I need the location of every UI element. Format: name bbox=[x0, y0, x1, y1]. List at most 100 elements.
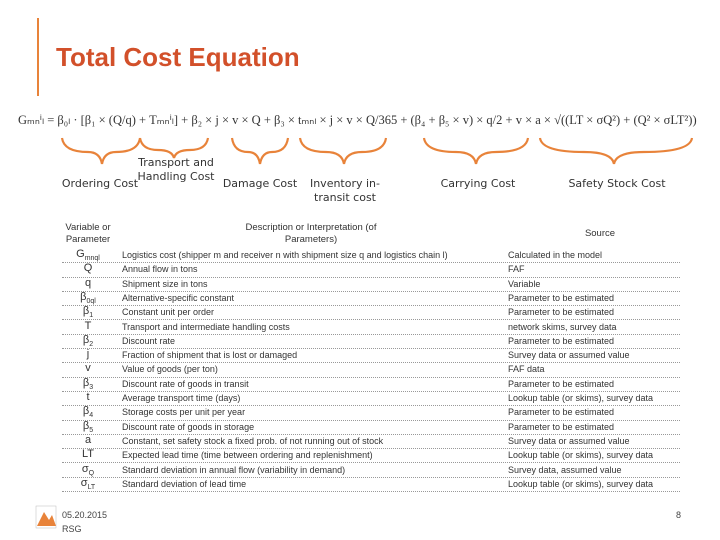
component-label: Ordering Cost bbox=[61, 177, 139, 190]
variable-symbol: j bbox=[86, 348, 90, 361]
variable-subscript: 5 bbox=[89, 426, 94, 434]
source: Parameter to be estimated bbox=[508, 407, 615, 418]
source: Parameter to be estimated bbox=[508, 292, 615, 303]
description: Discount rate of goods in storage bbox=[122, 421, 255, 432]
variable: t bbox=[62, 391, 114, 403]
variable-symbol: G bbox=[76, 248, 85, 260]
description: Logistics cost (shipper m and receiver n… bbox=[122, 250, 448, 260]
variable-symbol: β bbox=[80, 290, 87, 303]
table-row: σLT Standard deviation of lead time Lookup… bbox=[62, 477, 680, 493]
variable-symbol: β bbox=[82, 376, 90, 389]
variable: q bbox=[62, 277, 114, 289]
table-row: β3 Discount rate of goods in transit Param… bbox=[62, 377, 680, 392]
variable-symbol: β bbox=[82, 419, 90, 432]
variable-symbol: β bbox=[82, 405, 90, 418]
source: Survey data, assumed value bbox=[508, 464, 622, 475]
table-row: T Transport and intermediate handling cos… bbox=[62, 320, 680, 335]
table-row: Q Annual flow in tons FAF bbox=[62, 262, 680, 278]
logo bbox=[35, 505, 57, 529]
variable-symbol: LT bbox=[81, 448, 95, 461]
variable: Q bbox=[62, 262, 114, 274]
description: Transport and intermediate handling cost… bbox=[122, 321, 290, 332]
variable: β4 bbox=[62, 405, 114, 419]
component-label: Transport and Handling Cost bbox=[137, 156, 215, 183]
description: Expected lead time (time between orderin… bbox=[122, 450, 373, 461]
braces bbox=[60, 137, 694, 165]
description: Fraction of shipment that is lost or dam… bbox=[122, 350, 298, 361]
table-row: β2 Discount rate Parameter to be estimated bbox=[62, 333, 680, 350]
table-row: σQ Standard deviation in annual flow (var… bbox=[62, 463, 680, 478]
table-row: β5 Discount rate of goods in storage Param… bbox=[62, 420, 680, 435]
variable-symbol: σ bbox=[81, 462, 89, 475]
table-row: β1 Constant unit per order Parameter to be… bbox=[62, 305, 680, 321]
table-row: a Constant, set safety stock a fixed prob… bbox=[62, 434, 680, 450]
variable: v bbox=[62, 362, 114, 374]
source: Survey data or assumed value bbox=[508, 435, 630, 446]
footer-date: 05.20.2015 bbox=[62, 510, 108, 520]
source: FAF data bbox=[508, 364, 545, 375]
footer-org: RSG bbox=[62, 524, 82, 534]
source: Parameter to be estimated bbox=[508, 307, 615, 318]
description: Storage costs per unit per year bbox=[122, 407, 246, 418]
component-label: Carrying Cost bbox=[440, 177, 516, 190]
table-header: Source bbox=[584, 228, 616, 239]
variable: a bbox=[62, 434, 114, 446]
variable-subscript: Q bbox=[88, 469, 95, 477]
variable-symbol: t bbox=[86, 391, 90, 403]
variable: σQ bbox=[62, 463, 114, 477]
equation: Gₘₙⁱₗ = β₀ₗ · [β₁ × (Q/q) + Tₘₙⁱₗ] + β₂ … bbox=[18, 113, 697, 127]
description: Alternative-specific constant bbox=[122, 292, 235, 303]
table-header: Description or Interpretation (of Parame… bbox=[245, 222, 377, 245]
variable-symbol: v bbox=[85, 362, 91, 375]
variable-subscript: 4 bbox=[89, 412, 94, 420]
description: Constant, set safety stock a fixed prob.… bbox=[122, 435, 384, 446]
variable: β5 bbox=[62, 420, 114, 434]
source: Parameter to be estimated bbox=[508, 335, 615, 346]
variable-subscript: 1 bbox=[89, 312, 94, 320]
description: Value of goods (per ton) bbox=[122, 364, 218, 375]
description: Discount rate bbox=[122, 335, 176, 346]
variable: LT bbox=[62, 448, 114, 460]
variable-subscript: LT bbox=[87, 483, 96, 491]
variable-subscript: 2 bbox=[89, 340, 94, 348]
variable-symbol: T bbox=[84, 319, 92, 332]
table-header: Variable or Parameter bbox=[65, 222, 111, 245]
table-row: β0ql Alternative-specific constant Paramet… bbox=[62, 290, 680, 307]
variable-symbol: a bbox=[84, 433, 92, 446]
variable: σLT bbox=[62, 477, 114, 491]
page-number: 8 bbox=[676, 510, 682, 520]
table-row: LT Expected lead time (time between order… bbox=[62, 448, 680, 464]
description: Average transport time (days) bbox=[122, 393, 241, 403]
variable-symbol: q bbox=[84, 276, 92, 289]
description: Shipment size in tons bbox=[122, 278, 208, 289]
variable-symbol: Q bbox=[83, 262, 93, 275]
variable: T bbox=[62, 320, 114, 332]
table-row: Gmnql Logistics cost (shipper m and recei… bbox=[62, 248, 680, 264]
table-row: β4 Storage costs per unit per year Paramet… bbox=[62, 405, 680, 421]
description: Annual flow in tons bbox=[122, 264, 198, 275]
component-label: Safety Stock Cost bbox=[568, 177, 666, 190]
description: Constant unit per order bbox=[122, 307, 215, 318]
source: Lookup table (or skims), survey data bbox=[508, 478, 654, 489]
source: network skims, survey data bbox=[508, 321, 617, 332]
source: Parameter to be estimated bbox=[508, 421, 615, 432]
description: Standard deviation in annual flow (varia… bbox=[122, 464, 346, 475]
description: Standard deviation of lead time bbox=[122, 478, 247, 489]
variable: Gmnql bbox=[62, 248, 114, 262]
variable: β1 bbox=[62, 305, 114, 319]
variable: j bbox=[62, 348, 114, 360]
source: Lookup table (or skims), survey data bbox=[508, 450, 654, 461]
source: Calculated in the model bbox=[508, 250, 603, 260]
table-row: q Shipment size in tons Variable bbox=[62, 277, 680, 292]
variable-subscript: mnql bbox=[84, 255, 100, 263]
table-row: j Fraction of shipment that is lost or da… bbox=[62, 348, 680, 364]
variable-subscript: 0ql bbox=[86, 298, 96, 306]
variable-symbol: β bbox=[82, 305, 90, 318]
variable-subscript: 3 bbox=[89, 383, 94, 391]
variable-symbol: β bbox=[82, 333, 90, 346]
table-row: v Value of goods (per ton) FAF data bbox=[62, 362, 680, 378]
source: Parameter to be estimated bbox=[508, 378, 615, 389]
component-label: Inventory in-transit cost bbox=[309, 177, 381, 204]
variable-symbol: σ bbox=[80, 476, 88, 489]
